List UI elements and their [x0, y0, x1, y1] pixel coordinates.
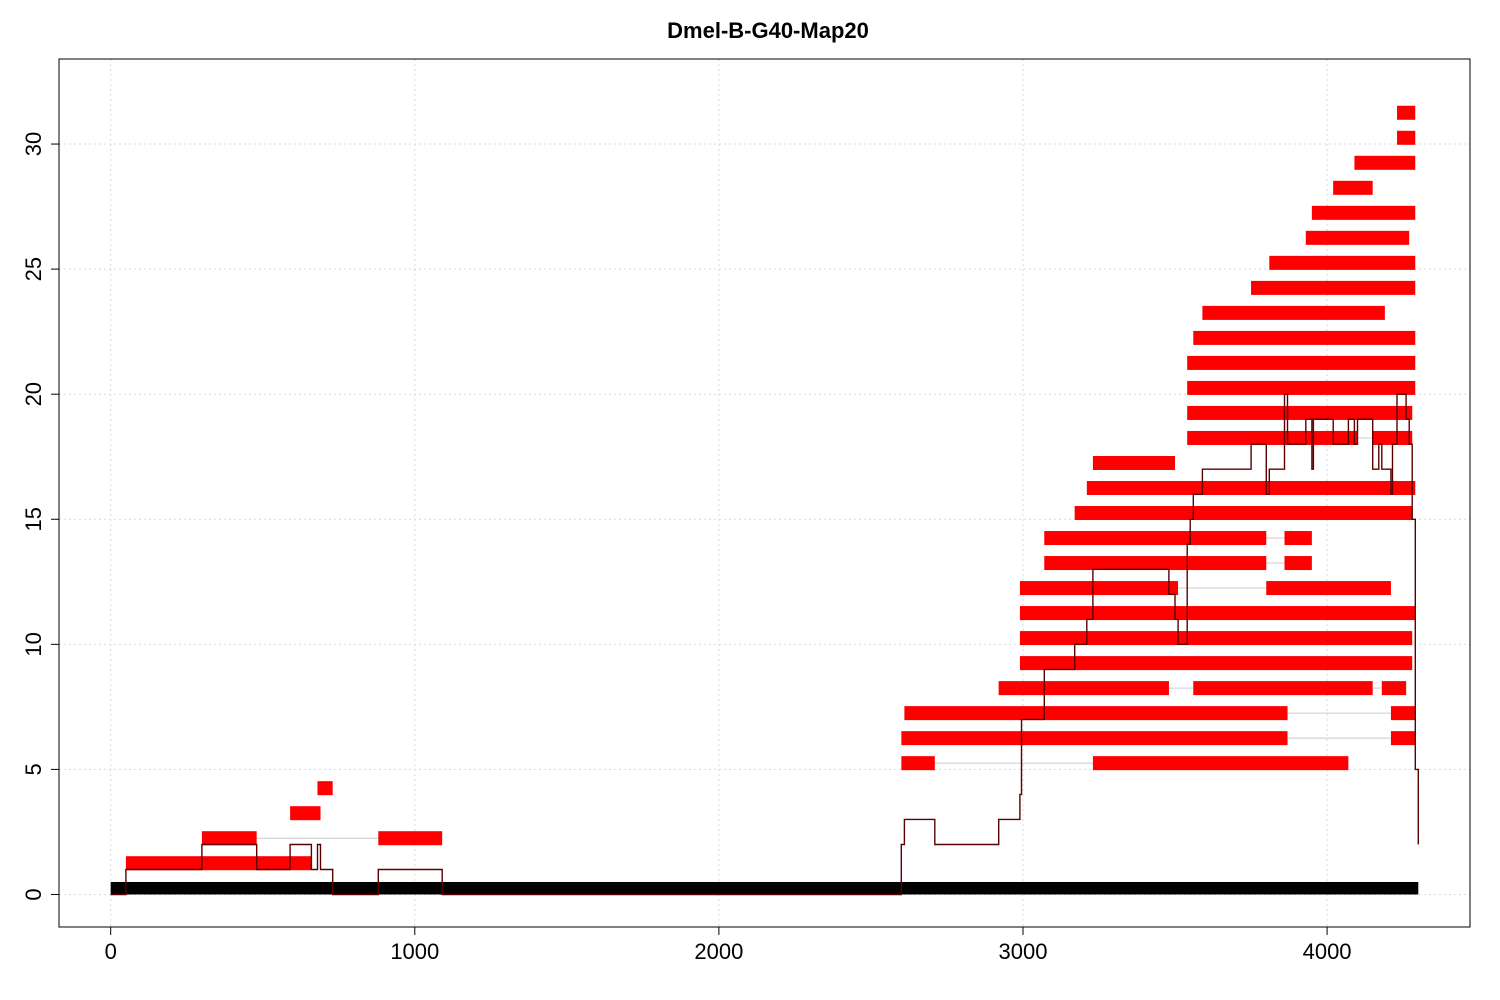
y-tick-label: 25: [21, 257, 46, 281]
alignment-bar: [1305, 230, 1410, 245]
alignment-bar: [125, 856, 312, 871]
y-tick-label: 20: [21, 382, 46, 406]
alignment-bar: [1187, 430, 1358, 445]
alignment-bar: [1390, 706, 1416, 721]
alignment-bar: [1333, 180, 1373, 195]
alignment-bar: [1372, 430, 1413, 445]
alignment-bar: [1187, 405, 1413, 420]
x-tick-label: 4000: [1303, 939, 1352, 964]
alignment-bar: [1074, 506, 1413, 521]
alignment-bar: [1266, 581, 1391, 596]
alignment-bar: [998, 681, 1169, 696]
reference-bar: [110, 881, 1419, 895]
alignment-bar: [1092, 756, 1349, 771]
alignment-bars: [125, 105, 1416, 871]
gap-connectors: [256, 437, 1391, 839]
y-tick-label: 30: [21, 132, 46, 156]
alignment-bar: [1311, 205, 1416, 220]
alignment-bar: [1086, 480, 1416, 496]
alignment-bar: [1044, 531, 1267, 546]
alignment-bar: [1202, 305, 1385, 320]
x-tick-label: 0: [105, 939, 117, 964]
alignment-bar: [1381, 681, 1407, 696]
alignment-bar: [1397, 105, 1416, 120]
coverage-line: [110, 393, 1420, 896]
alignment-bar: [904, 706, 1288, 721]
y-tick-label: 0: [21, 888, 46, 900]
alignment-bar: [1193, 681, 1373, 696]
alignment-bar: [1354, 155, 1416, 170]
alignment-bar: [1044, 556, 1267, 571]
alignment-bar: [1019, 656, 1413, 671]
x-tick-label: 2000: [694, 939, 743, 964]
y-tick-label: 15: [21, 507, 46, 531]
x-tick-label: 1000: [390, 939, 439, 964]
alignment-bar: [1187, 380, 1416, 395]
alignment-bar: [1193, 330, 1416, 345]
alignment-bar: [201, 831, 257, 846]
x-axis: 0 1000 2000 3000 4000: [105, 927, 1352, 964]
alignment-bar: [1092, 455, 1176, 470]
x-tick-label: 3000: [999, 939, 1048, 964]
grid: [59, 59, 1470, 927]
reference-bar-rect: [110, 881, 1419, 895]
alignment-bar: [290, 806, 321, 821]
alignment-bar: [1019, 581, 1179, 596]
alignment-bar: [1019, 631, 1413, 646]
alignment-bar: [317, 781, 333, 796]
y-tick-label: 5: [21, 763, 46, 775]
coverage-path: [110, 393, 1420, 896]
y-tick-label: 10: [21, 632, 46, 656]
alignment-bar: [1397, 130, 1416, 145]
plot-frame: [58, 58, 1471, 928]
chart-title: Dmel-B-G40-Map20: [667, 18, 869, 43]
alignment-bar: [1019, 606, 1416, 621]
alignment-bar: [901, 731, 1288, 746]
alignment-bar: [1284, 556, 1312, 571]
alignment-bar: [1187, 355, 1416, 370]
alignment-bar: [901, 756, 935, 771]
alignment-bar: [1251, 280, 1416, 295]
alignment-bar: [1390, 731, 1416, 746]
alignment-bar: [1284, 531, 1312, 546]
alignment-bar: [1269, 255, 1416, 270]
y-axis: 0 5 10 15 20 25 30: [21, 132, 59, 901]
alignment-bar: [378, 831, 443, 846]
